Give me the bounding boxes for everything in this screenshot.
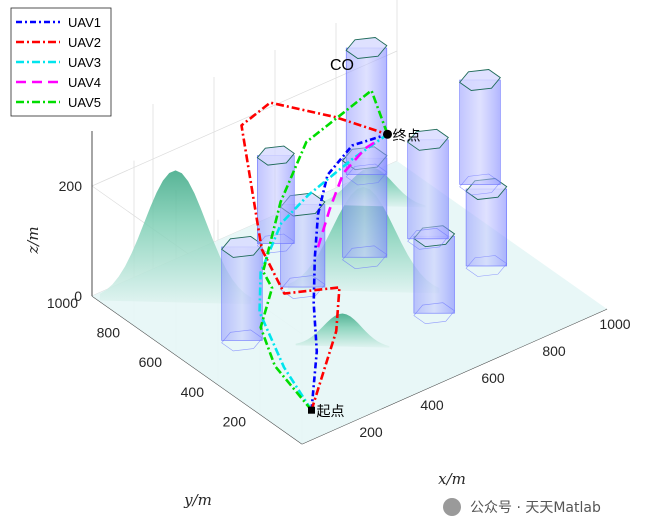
obstacle-body bbox=[221, 246, 263, 341]
terrain-hill bbox=[295, 313, 390, 348]
y-tick-label: 400 bbox=[181, 384, 205, 400]
obstacle-body bbox=[257, 155, 295, 244]
obstacle-cylinder bbox=[413, 225, 456, 325]
markers: 起点 终点 bbox=[308, 128, 421, 420]
obstacle-cylinder bbox=[221, 235, 263, 352]
terrain-hill bbox=[99, 170, 252, 305]
obstacle-cylinder bbox=[345, 37, 388, 186]
legend-label-uav1: UAV1 bbox=[68, 15, 101, 30]
legend: UAV1 UAV2 UAV3 UAV4 UAV5 bbox=[10, 7, 112, 117]
obstacle-top bbox=[459, 69, 501, 91]
watermark: 公众号 · 天天Matlab bbox=[443, 498, 601, 516]
start-marker bbox=[308, 406, 315, 414]
z-tick-label: 200 bbox=[59, 178, 83, 194]
obstacle-top bbox=[256, 145, 295, 166]
watermark-text: 公众号 · 天天Matlab bbox=[470, 500, 601, 516]
y-axis-label: y/m bbox=[183, 491, 212, 509]
obstacle-top bbox=[407, 128, 449, 151]
x-tick-label: 1000 bbox=[599, 316, 630, 332]
x-tick-label: 200 bbox=[359, 424, 383, 440]
obstacle-cylinder bbox=[407, 128, 449, 250]
y-tick-label: 200 bbox=[223, 413, 247, 429]
obstacle-base bbox=[280, 275, 326, 299]
x-tick-label: 400 bbox=[420, 397, 444, 413]
obstacle-cylinder bbox=[256, 145, 295, 254]
x-tick-label: 600 bbox=[481, 370, 505, 386]
legend-label-uav4: UAV4 bbox=[68, 75, 101, 90]
z-axis-label: z/m bbox=[24, 226, 42, 254]
obstacle-cylinder bbox=[459, 69, 501, 196]
chart-title: CO bbox=[330, 57, 354, 74]
legend-label-uav3: UAV3 bbox=[68, 55, 101, 70]
legend-label-uav5: UAV5 bbox=[68, 95, 101, 110]
obstacle-body bbox=[465, 188, 508, 267]
series-line-uav5 bbox=[259, 89, 389, 412]
obstacle-body bbox=[407, 139, 449, 240]
y-tick-label: 1000 bbox=[47, 295, 78, 311]
start-label: 起点 bbox=[317, 404, 345, 420]
wechat-icon bbox=[443, 498, 461, 516]
obstacle-base bbox=[459, 173, 501, 196]
series-line-uav3 bbox=[258, 133, 389, 411]
obstacle-cylinder bbox=[465, 178, 508, 277]
obstacle-base bbox=[407, 228, 449, 250]
series-line-uav4 bbox=[316, 140, 378, 248]
x-axis-label: x/m bbox=[438, 470, 466, 488]
paths bbox=[240, 89, 389, 412]
obstacle-base bbox=[221, 329, 263, 352]
series-line-uav2 bbox=[240, 101, 388, 411]
obstacle-base bbox=[413, 302, 455, 325]
obstacle-base bbox=[342, 245, 388, 269]
z-tick-label: 0 bbox=[74, 288, 82, 304]
legend-label-uav2: UAV2 bbox=[68, 35, 101, 50]
y-tick-label: 600 bbox=[139, 354, 163, 370]
end-label: 终点 bbox=[393, 128, 421, 144]
y-tick-label: 800 bbox=[97, 325, 121, 341]
obstacle-base bbox=[465, 255, 508, 277]
obstacle-body bbox=[459, 79, 501, 185]
obstacles bbox=[221, 37, 508, 352]
obstacle-base bbox=[345, 163, 388, 186]
series-line-uav1 bbox=[310, 133, 388, 411]
x-tick-label: 800 bbox=[542, 343, 566, 359]
obstacle-top bbox=[345, 37, 388, 59]
end-marker bbox=[383, 129, 392, 139]
